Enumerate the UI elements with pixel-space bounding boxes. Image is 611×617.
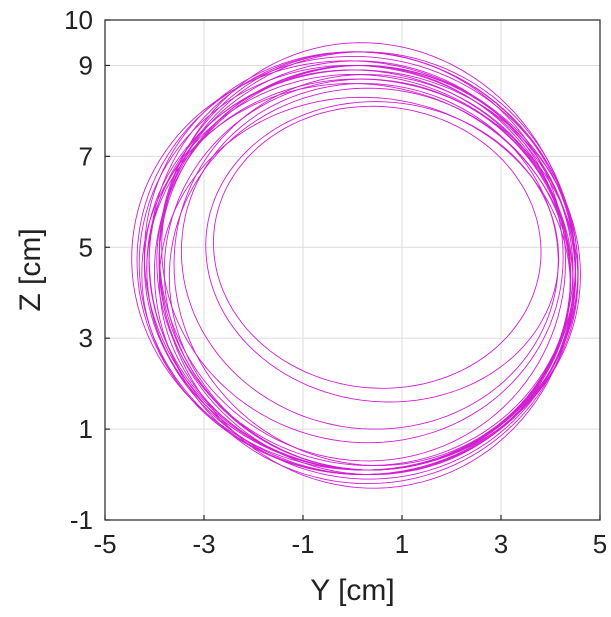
x-tick-label: 3 xyxy=(494,529,508,559)
x-tick-label: -5 xyxy=(93,529,116,559)
y-tick-label: 7 xyxy=(79,141,93,171)
trajectory-traces xyxy=(131,42,581,489)
x-tick-label: -1 xyxy=(291,529,314,559)
x-tick-label: -3 xyxy=(192,529,215,559)
x-tick-label: 5 xyxy=(593,529,607,559)
trajectory-loop xyxy=(173,74,572,466)
trajectory-loop xyxy=(161,60,564,444)
trajectory-loop xyxy=(136,55,579,475)
trajectory-loop xyxy=(141,83,574,476)
trajectory-loop xyxy=(131,60,579,471)
trajectory-loop xyxy=(148,69,572,471)
y-axis-label: Z [cm] xyxy=(14,228,47,311)
trajectory-loop xyxy=(143,69,581,471)
trajectory-loop xyxy=(154,65,576,485)
y-tick-label: 3 xyxy=(79,323,93,353)
y-tick-label: 1 xyxy=(79,414,93,444)
trajectory-loop xyxy=(180,83,559,430)
x-axis-label: Y [cm] xyxy=(310,574,394,607)
trajectory-loop xyxy=(158,96,571,471)
grid xyxy=(105,20,600,520)
y-tick-label: 5 xyxy=(79,232,93,262)
y-tick-label: 9 xyxy=(79,50,93,80)
axis-ticks: -5 -3 -1 1 3 5 -1 1 3 5 7 9 10 xyxy=(64,5,607,559)
x-tick-label: 1 xyxy=(395,529,409,559)
trajectory-loop xyxy=(213,105,542,389)
y-tick-label: -1 xyxy=(70,505,93,535)
plot-area-frame xyxy=(104,19,601,521)
y-tick-label: 10 xyxy=(64,5,93,35)
trajectory-loop xyxy=(143,51,577,471)
